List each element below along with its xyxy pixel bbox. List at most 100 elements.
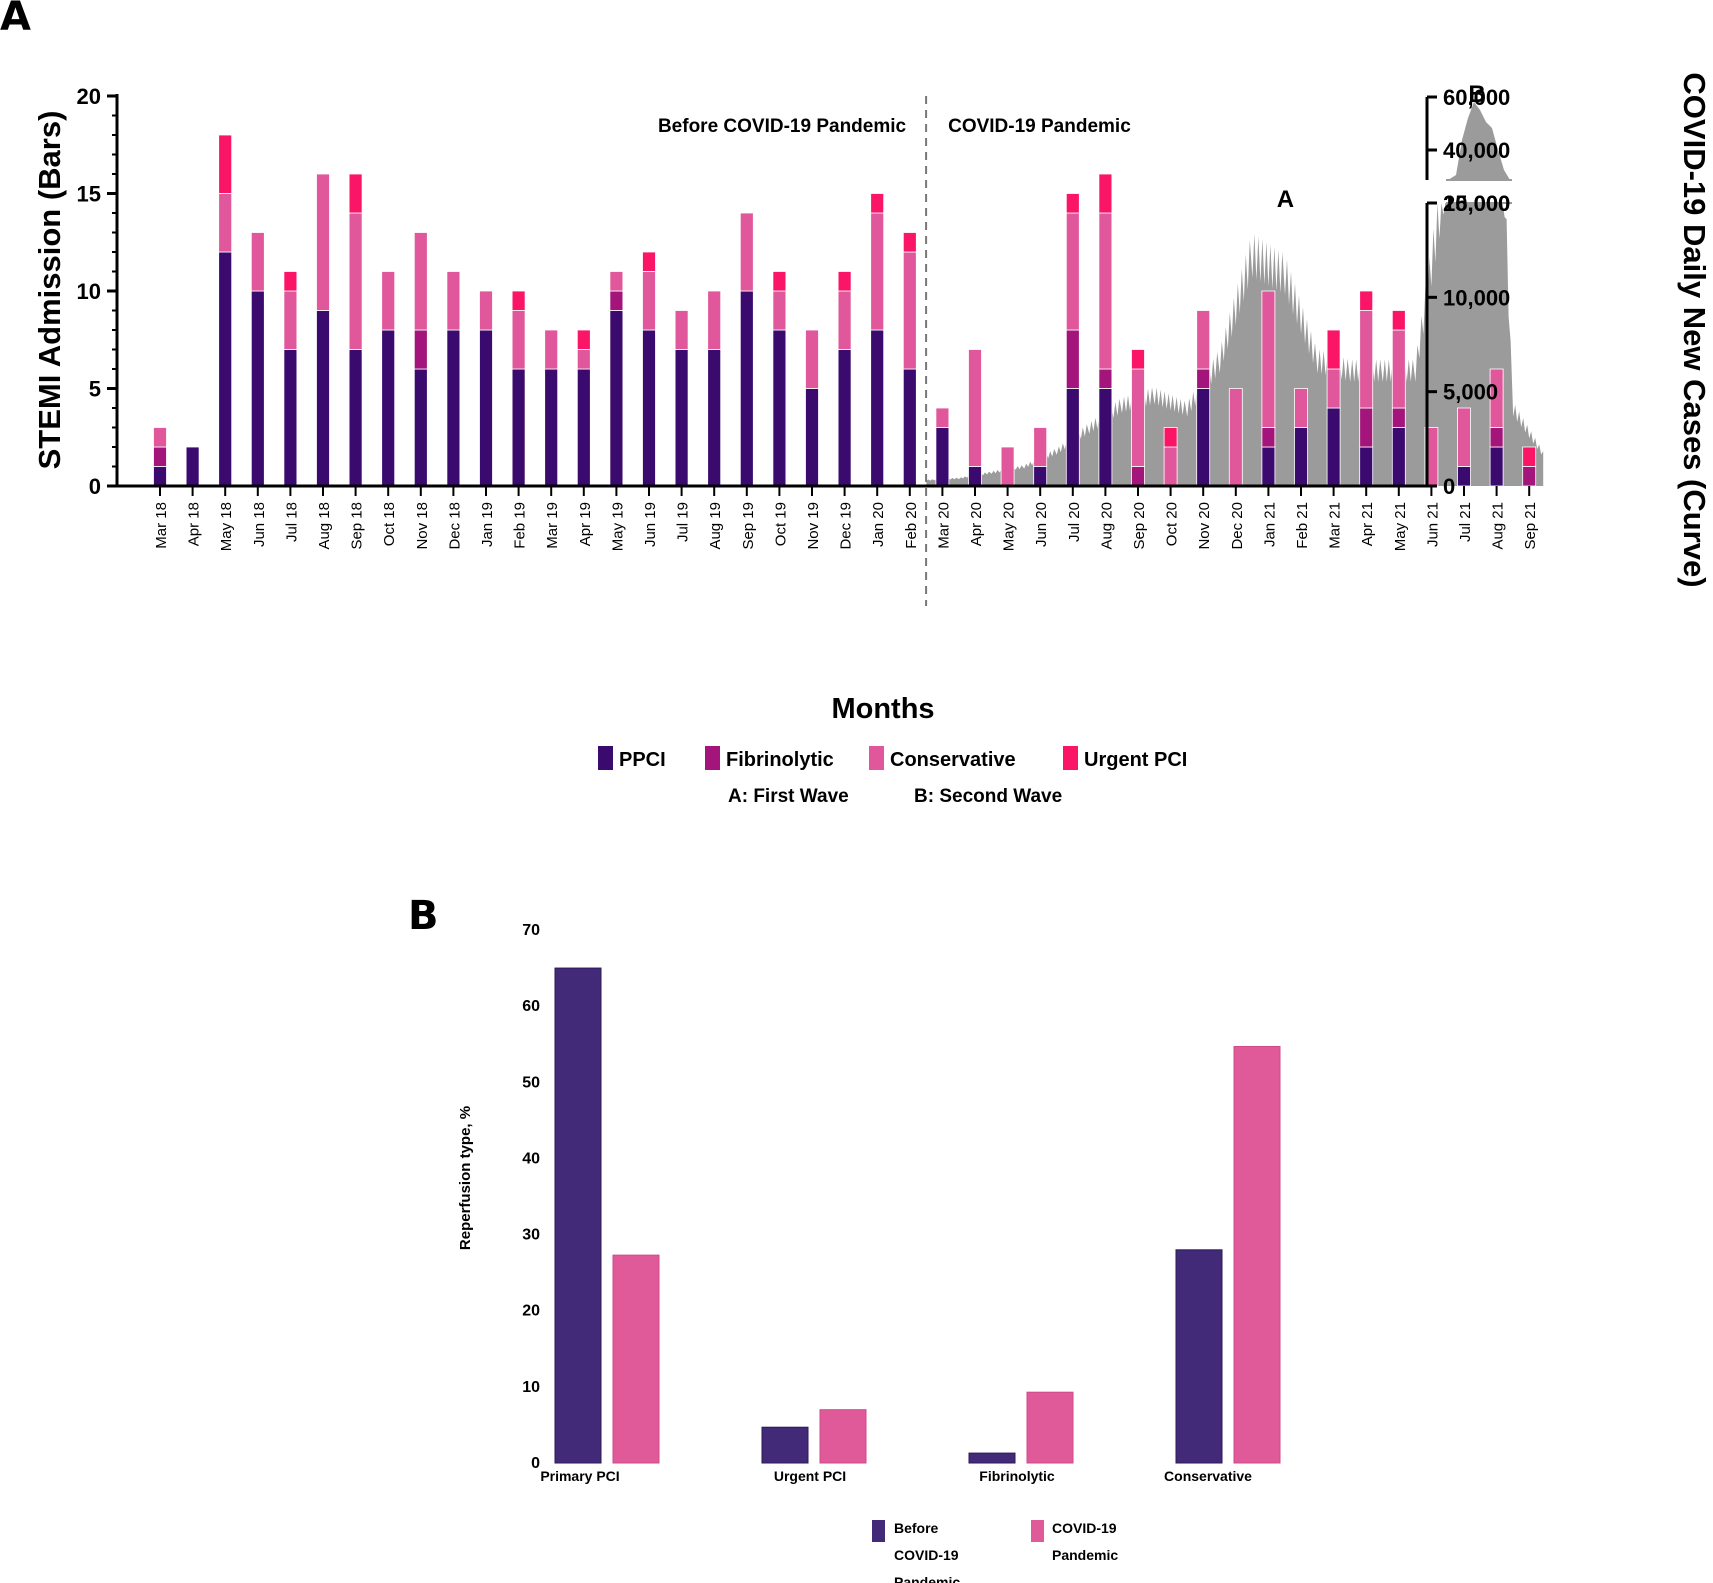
bar-segment-conservative (446, 271, 461, 331)
bar-segment-conservative (1033, 427, 1048, 467)
bar-covid_b (612, 1254, 660, 1464)
bar-segment-ppci (283, 349, 298, 487)
y2-tick-label: 0 (1443, 474, 1455, 499)
y-tick-label: 5 (89, 377, 101, 402)
bar-segment-ppci (642, 329, 656, 487)
bar-segment-ppci (185, 446, 200, 487)
bar-segment-fibrinolytic (609, 290, 624, 311)
x-tick-label: Mar 18 (153, 502, 170, 549)
bar-segment-urgent_pci (902, 232, 917, 253)
bar-segment-conservative (1196, 310, 1211, 370)
bar-segment-urgent_pci (218, 134, 233, 194)
y-tick-label: 10 (77, 279, 101, 304)
bar-segment-urgent_pci (772, 271, 787, 292)
bar-segment-ppci (1391, 427, 1406, 487)
bar-segment-ppci (218, 251, 233, 487)
bar-segment-conservative (968, 349, 982, 467)
bar-segment-urgent_pci (1163, 427, 1178, 448)
bar-segment-conservative (1391, 329, 1406, 409)
bar-segment-conservative (739, 212, 754, 292)
y-tick-label-b: 10 (522, 1379, 540, 1396)
bar-segment-conservative (707, 290, 722, 350)
bar-segment-fibrinolytic (1489, 427, 1504, 448)
y2-tick-label-upper: 20,000 (1443, 191, 1510, 216)
category-label: Primary PCI (540, 1468, 619, 1484)
x-tick-label: Sep 21 (1522, 502, 1539, 550)
bar-segment-ppci (1359, 446, 1374, 487)
x-tick-label: Nov 18 (414, 502, 431, 550)
bar-segment-urgent_pci (1359, 290, 1374, 311)
category-label: Fibrinolytic (979, 1468, 1055, 1484)
bar-covid_b (1026, 1391, 1074, 1464)
bar-segment-conservative (1163, 446, 1178, 487)
bar-segment-conservative (805, 329, 819, 389)
bar-segment-urgent_pci (1326, 329, 1341, 370)
x-tick-label: Mar 20 (935, 502, 952, 549)
bar-segment-ppci (153, 466, 167, 487)
x-tick-label: Jun 21 (1424, 502, 1441, 547)
bar-segment-ppci (1098, 388, 1113, 487)
bar-segment-urgent_pci (1391, 310, 1406, 331)
x-tick-label: Mar 21 (1327, 502, 1344, 549)
legend-swatch-fibrinolytic (705, 746, 720, 770)
legend-label-ppci: PPCI (619, 749, 666, 771)
bar-segment-conservative (1457, 407, 1471, 467)
y-axis-title: STEMI Admission (Bars) (32, 111, 67, 470)
bar-segment-conservative (772, 290, 787, 331)
x-tick-label: Dec 19 (838, 502, 855, 550)
legend-swatch-ppci (598, 746, 613, 770)
bar-segment-conservative (1359, 310, 1374, 409)
panel-label-a: A (0, 0, 31, 40)
panel-label-b: B (408, 893, 439, 939)
wave-label-b: B (1468, 81, 1485, 108)
bar-segment-urgent_pci (348, 173, 363, 214)
bar-segment-urgent_pci (1522, 446, 1537, 467)
legend-label-before: Before COVID-19 Pandemic (894, 1520, 960, 1583)
x-tick-label: Dec 18 (446, 502, 463, 550)
x-tick-label: Apr 21 (1359, 502, 1376, 546)
x-tick-label: Jun 20 (1033, 502, 1050, 547)
bar-segment-conservative (413, 232, 428, 331)
x-tick-label: Aug 19 (707, 502, 724, 550)
bar-segment-urgent_pci (511, 290, 526, 311)
bar-segment-conservative (870, 212, 885, 331)
x-tick-label: May 18 (218, 502, 235, 551)
bar-covid_b (1233, 1045, 1281, 1464)
x-tick-label: Jul 21 (1457, 502, 1474, 542)
bar-segment-conservative (218, 193, 233, 253)
bar-segment-ppci (1489, 446, 1504, 487)
y-tick-label: 0 (89, 474, 101, 499)
bar-segment-fibrinolytic (1196, 368, 1211, 389)
bar-before_b (968, 1452, 1016, 1464)
bar-segment-ppci (739, 290, 754, 487)
x-tick-label: Mar 19 (544, 502, 561, 549)
period-label-before: Before COVID-19 Pandemic (658, 116, 907, 137)
x-tick-label: Jun 19 (642, 502, 659, 547)
bar-segment-conservative (348, 212, 363, 350)
x-tick-label: Apr 18 (186, 502, 203, 546)
bar-segment-ppci (1261, 446, 1276, 487)
bar-segment-urgent_pci (1098, 173, 1113, 214)
bar-segment-ppci (968, 466, 982, 487)
legend-label-fibrinolytic: Fibrinolytic (726, 749, 834, 771)
y2-axis-title: COVID-19 Daily New Cases (Curve) (1677, 72, 1712, 587)
x-tick-label: Jul 18 (283, 502, 300, 542)
bar-before_b (1175, 1249, 1223, 1464)
bar-segment-ppci (316, 310, 330, 487)
bar-segment-ppci (1326, 407, 1341, 487)
wave-legend-b: B: Second Wave (914, 786, 1062, 807)
bar-segment-conservative (837, 290, 852, 350)
bar-segment-ppci (902, 368, 917, 487)
y2-tick-label: 10,000 (1443, 285, 1510, 310)
bar-segment-conservative (283, 290, 298, 350)
x-axis-title: Months (831, 693, 934, 725)
y2-tick-label-upper: 60,000 (1443, 85, 1510, 110)
bar-segment-urgent_pci (1131, 349, 1145, 370)
x-tick-label: Jul 20 (1066, 502, 1083, 542)
bar-segment-conservative (544, 329, 559, 370)
y-tick-label-b: 20 (522, 1303, 540, 1320)
x-tick-label: Oct 18 (381, 502, 398, 546)
wave-label-a: A (1277, 186, 1294, 213)
y-axis-title-b: Reperfusion type, % (457, 1106, 474, 1250)
